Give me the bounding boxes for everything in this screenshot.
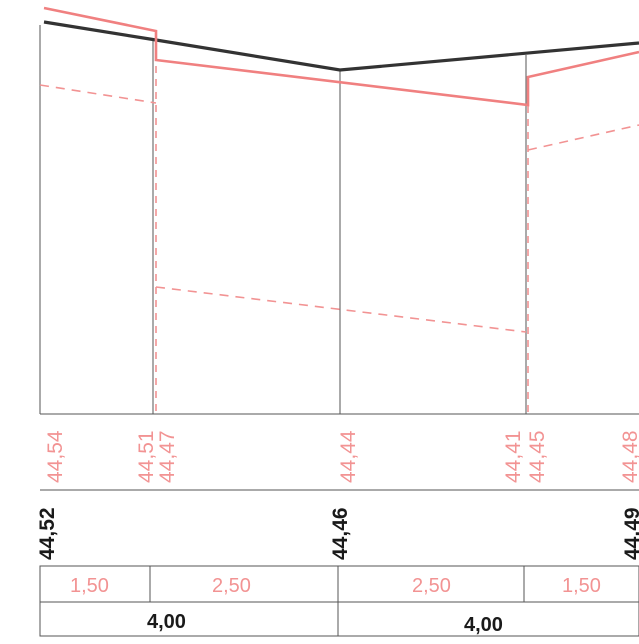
segment-distance: 1,50 bbox=[562, 575, 601, 597]
proposed-level-labels: 44,54 44,51 44,47 44,44 44,41 44,45 44,4… bbox=[44, 430, 639, 483]
existing-level-label: 44,52 bbox=[36, 507, 59, 560]
segment-distance: 2,50 bbox=[212, 575, 251, 597]
proposed-subbase-line-3 bbox=[527, 124, 639, 151]
total-distance-labels: 4,00 4,00 bbox=[147, 611, 503, 636]
segment-distance-labels: 1,50 2,50 2,50 1,50 bbox=[70, 575, 601, 597]
proposed-level-label: 44,51 bbox=[135, 430, 158, 483]
proposed-level-label: 44,54 bbox=[44, 430, 67, 483]
proposed-subbase-line-2 bbox=[155, 286, 527, 333]
total-distance: 4,00 bbox=[147, 611, 186, 633]
proposed-level-label: 44,47 bbox=[156, 430, 179, 483]
proposed-level-label: 44,45 bbox=[526, 430, 549, 483]
existing-surface-line bbox=[43, 20, 639, 72]
total-distance: 4,00 bbox=[464, 614, 503, 636]
proposed-level-label: 44,44 bbox=[337, 430, 360, 483]
proposed-subbase-line bbox=[39, 84, 157, 104]
proposed-break-lines bbox=[155, 40, 529, 414]
existing-level-label: 44,46 bbox=[329, 507, 352, 560]
existing-level-labels: 44,52 44,46 44,49 bbox=[36, 507, 639, 560]
proposed-surface-line bbox=[43, 6, 639, 107]
segment-distance: 1,50 bbox=[70, 575, 109, 597]
proposed-level-label: 44,41 bbox=[502, 430, 525, 483]
distance-table-frame bbox=[39, 565, 639, 637]
distance-table bbox=[39, 565, 639, 637]
station-lines bbox=[39, 25, 527, 414]
segment-distance: 2,50 bbox=[412, 575, 451, 597]
proposed-level-label: 44,48 bbox=[619, 430, 639, 483]
existing-level-label: 44,49 bbox=[621, 507, 639, 560]
